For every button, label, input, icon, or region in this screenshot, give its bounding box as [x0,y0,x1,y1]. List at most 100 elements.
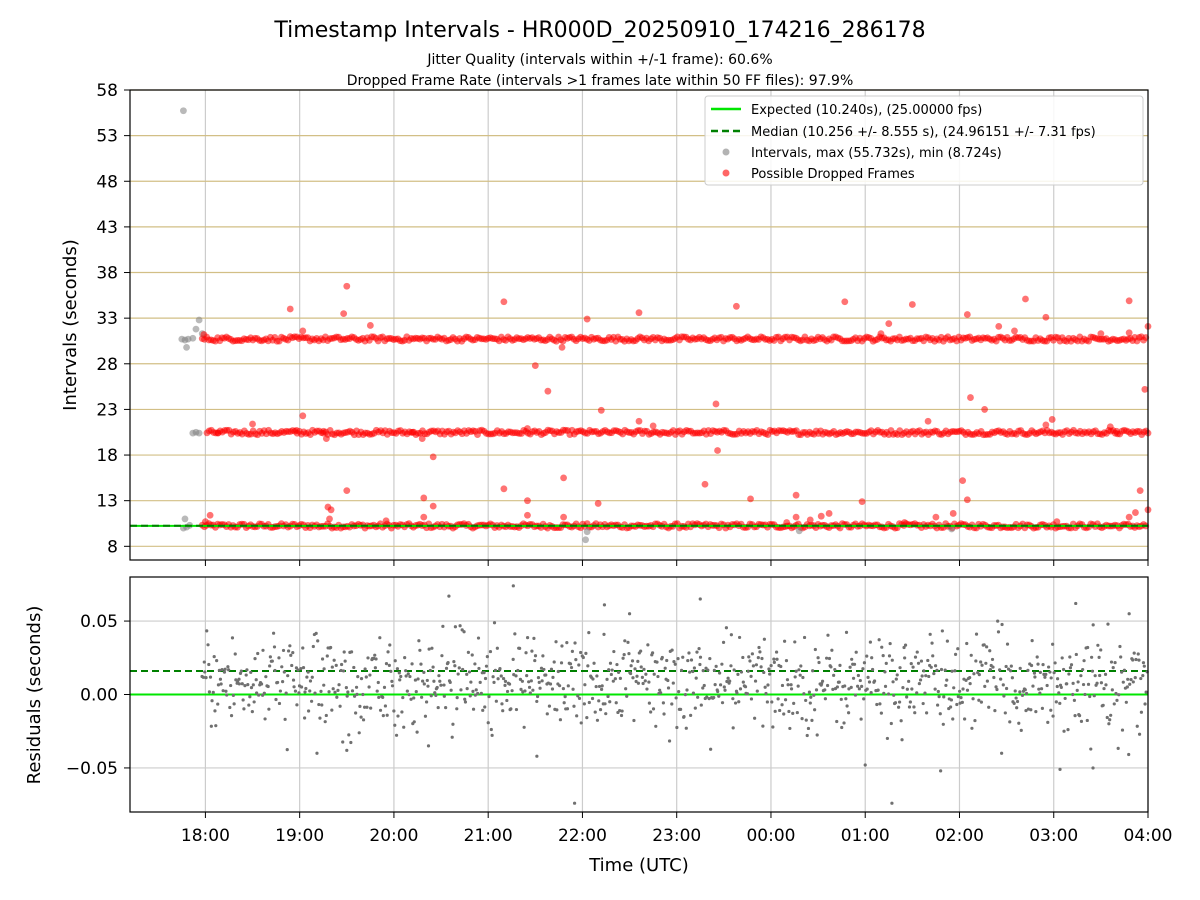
residual-point [272,631,276,635]
dropped-frame-point [635,417,643,425]
residual-point [415,730,419,734]
residual-point [1044,672,1048,676]
residual-point [299,685,304,689]
residual-point [937,695,941,699]
residual-point [212,654,216,659]
interval-point [189,334,197,342]
residual-point [1058,701,1062,705]
residual-point [211,690,215,694]
residual-point [840,725,844,730]
residual-point [1081,667,1085,672]
residual-point [310,675,314,679]
residual-point [285,748,289,752]
residual-point [572,801,577,805]
dropped-frame-point [649,422,657,430]
residual-point [1086,645,1090,650]
residual-point [725,679,729,684]
bottom-y-tick-label: −0.05 [66,759,118,779]
residual-point [1000,622,1004,627]
residual-point [950,669,954,673]
residual-point [671,681,675,685]
legend-intervals-marker [722,148,730,156]
residual-point [202,660,206,664]
residual-point [814,688,819,692]
residual-point [639,649,643,653]
interval-point [948,525,956,533]
residual-point [496,677,500,681]
residual-point [782,712,786,716]
residual-point [618,708,622,713]
legend-intervals-label: Intervals, max (55.732s), min (8.724s) [751,146,1002,161]
residual-point [342,650,346,654]
dropped-frame-point [747,495,754,503]
residual-point [889,721,893,726]
residual-point [1004,686,1009,691]
residual-point [749,697,754,701]
residual-point [1112,702,1116,706]
residual-point [984,661,988,665]
residual-point [766,683,770,687]
dropped-frame-point [583,315,591,323]
residual-point [494,699,498,703]
residual-point [913,711,917,715]
residual-point [1089,747,1093,751]
residual-point [738,687,743,691]
residual-point [418,648,422,652]
residual-point [714,664,718,668]
residual-point [1031,684,1035,688]
residual-point [862,697,866,701]
residual-point [579,650,583,655]
dropped-frame-point [1136,487,1144,495]
residual-point [367,685,371,689]
residual-point [918,678,923,682]
chart-subtitle-dropped: Dropped Frame Rate (intervals >1 frames … [347,73,854,89]
residual-point [1092,694,1096,698]
residual-point [577,696,582,701]
residual-point [229,683,233,688]
residual-point [222,670,227,674]
residual-point [673,662,677,666]
residual-point [1095,681,1099,685]
residual-point [1068,666,1073,670]
residual-point [1040,706,1045,710]
residual-point [514,674,518,678]
residual-point [929,665,933,669]
residual-point [1139,710,1144,714]
residual-point [448,680,452,684]
residual-point [254,678,258,682]
residual-point [1109,660,1114,664]
residual-point [674,696,678,700]
residual-point [685,688,689,692]
dropped-frame-point [420,494,428,502]
residual-point [659,691,663,695]
dropped-frame-point [327,506,335,514]
residual-point [698,662,702,667]
residual-point [1033,675,1037,679]
residual-point [505,698,509,703]
dropped-frame-point [343,487,351,495]
dropped-frame-point [420,513,428,521]
residual-point [915,691,919,695]
residual-point [322,667,326,671]
residual-point [747,655,751,659]
residual-point [466,650,470,654]
residual-point [901,686,905,690]
residual-point [569,665,574,670]
residual-point [251,683,255,687]
residual-point [977,698,981,702]
residual-point [206,643,210,647]
residual-point [469,680,473,684]
dropped-frame-point [932,513,940,521]
residual-point [1023,688,1027,692]
residual-point [1134,657,1138,662]
residual-point [844,630,849,635]
residual-point [393,659,397,663]
residual-point [1098,673,1102,678]
residual-point [885,736,890,741]
dropped-frame-point [1022,295,1029,303]
residual-point [1018,666,1022,671]
top-y-tick-label: 58 [96,81,118,101]
residual-point [364,675,368,679]
residual-point [1000,751,1004,755]
residual-point [629,664,633,668]
